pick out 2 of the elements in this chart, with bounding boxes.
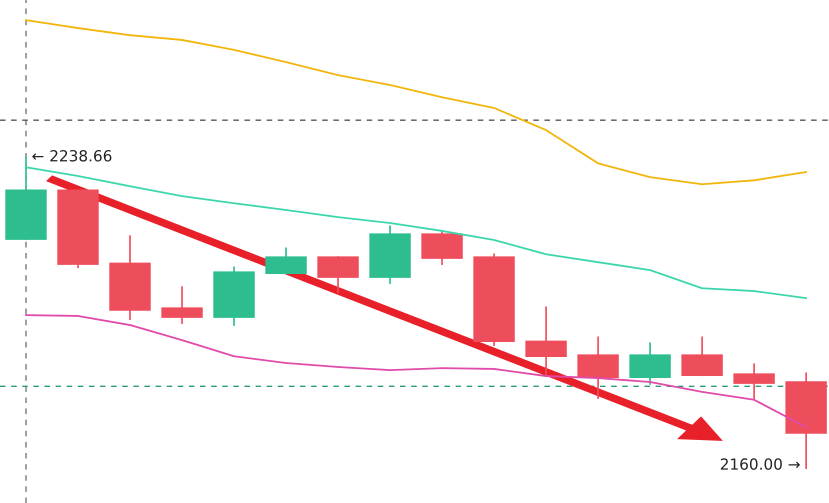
annotation: ← 2238.66 [32, 150, 112, 162]
annotation: 2160.00 → [720, 458, 800, 470]
